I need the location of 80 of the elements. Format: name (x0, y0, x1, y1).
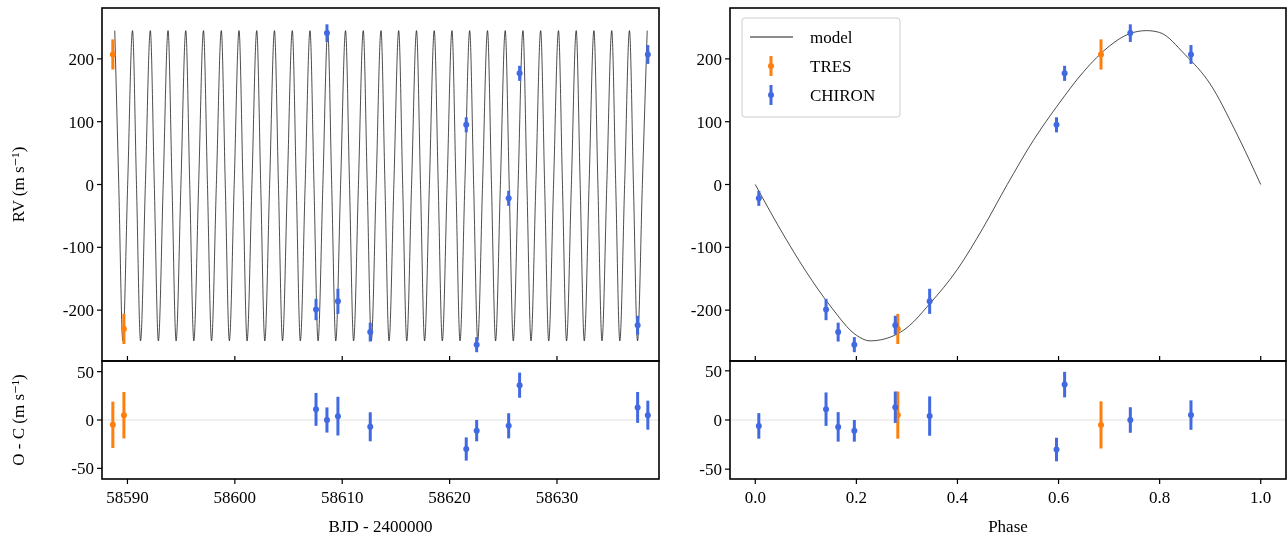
y-tick-label: -200 (690, 301, 722, 321)
point (367, 329, 374, 336)
point (851, 427, 858, 434)
point (109, 51, 116, 58)
y-tick-label: 100 (68, 112, 94, 132)
point (367, 423, 374, 430)
y-tick-label: 200 (696, 49, 722, 69)
y-axis-title: RV (m s⁻¹) (9, 146, 28, 223)
point (892, 404, 899, 411)
point (823, 406, 830, 413)
x-tick-label: 0.2 (845, 488, 867, 507)
point (1061, 70, 1068, 77)
y-tick-label: -200 (62, 301, 94, 321)
y-tick-label: 200 (68, 49, 94, 69)
point (1053, 121, 1060, 128)
x-tick-label: 58630 (535, 488, 579, 507)
point (473, 341, 480, 348)
point (516, 70, 523, 77)
point (835, 329, 842, 336)
point (323, 30, 330, 37)
y-tick-label: 100 (696, 112, 722, 132)
point (1061, 381, 1068, 388)
x-tick-label: 0.8 (1149, 488, 1171, 507)
point (505, 195, 512, 202)
y-tick-label: 0 (713, 411, 722, 430)
x-tick-label: 0.0 (744, 488, 766, 507)
y-axis-title: O - C (m s⁻¹) (9, 374, 28, 466)
point (634, 404, 641, 411)
point (334, 298, 341, 305)
point (323, 417, 330, 423)
y-tick-label: 0 (85, 175, 94, 195)
point (120, 412, 127, 419)
point (505, 422, 512, 429)
x-tick-label: 58610 (320, 488, 364, 507)
point (313, 306, 320, 313)
point (1098, 421, 1104, 428)
y-tick-label: 50 (705, 361, 722, 381)
point (1187, 412, 1194, 419)
point (1127, 417, 1134, 423)
point (634, 322, 641, 329)
x-tick-label: 58620 (428, 488, 471, 507)
point (1053, 446, 1060, 453)
x-tick-label: 0.4 (946, 488, 969, 507)
point (926, 298, 933, 305)
point (463, 121, 470, 128)
point (1127, 30, 1134, 37)
point (334, 413, 341, 420)
y-tick-label: -100 (690, 238, 722, 258)
point (644, 412, 651, 419)
point (755, 422, 762, 429)
legend-label: model (810, 28, 853, 47)
x-axis-title: BJD - 2400000 (328, 517, 433, 536)
point (463, 446, 470, 453)
point (1098, 51, 1104, 58)
y-tick-label: -50 (71, 459, 94, 479)
point (926, 413, 933, 420)
legend-label: TRES (810, 57, 852, 76)
point (109, 421, 116, 428)
point (516, 382, 523, 389)
x-tick-label: 1.0 (1250, 488, 1272, 507)
point (313, 406, 320, 413)
point (755, 195, 762, 202)
y-tick-label: 0 (713, 175, 722, 195)
line-series (754, 30, 1262, 342)
x-tick-label: 58590 (106, 488, 149, 507)
point (835, 423, 842, 430)
point (473, 427, 480, 434)
legend-label: CHIRON (810, 86, 876, 105)
point (851, 341, 858, 348)
point (120, 325, 127, 332)
point (1187, 51, 1194, 58)
point (644, 51, 651, 58)
x-axis-title: Phase (988, 517, 1028, 536)
y-tick-label: -100 (62, 238, 94, 258)
x-tick-label: 58600 (213, 488, 257, 507)
point (823, 306, 830, 313)
y-tick-label: 0 (85, 411, 94, 430)
y-tick-label: 50 (77, 362, 94, 382)
y-tick-label: -50 (699, 460, 722, 480)
x-tick-label: 0.6 (1047, 488, 1070, 507)
